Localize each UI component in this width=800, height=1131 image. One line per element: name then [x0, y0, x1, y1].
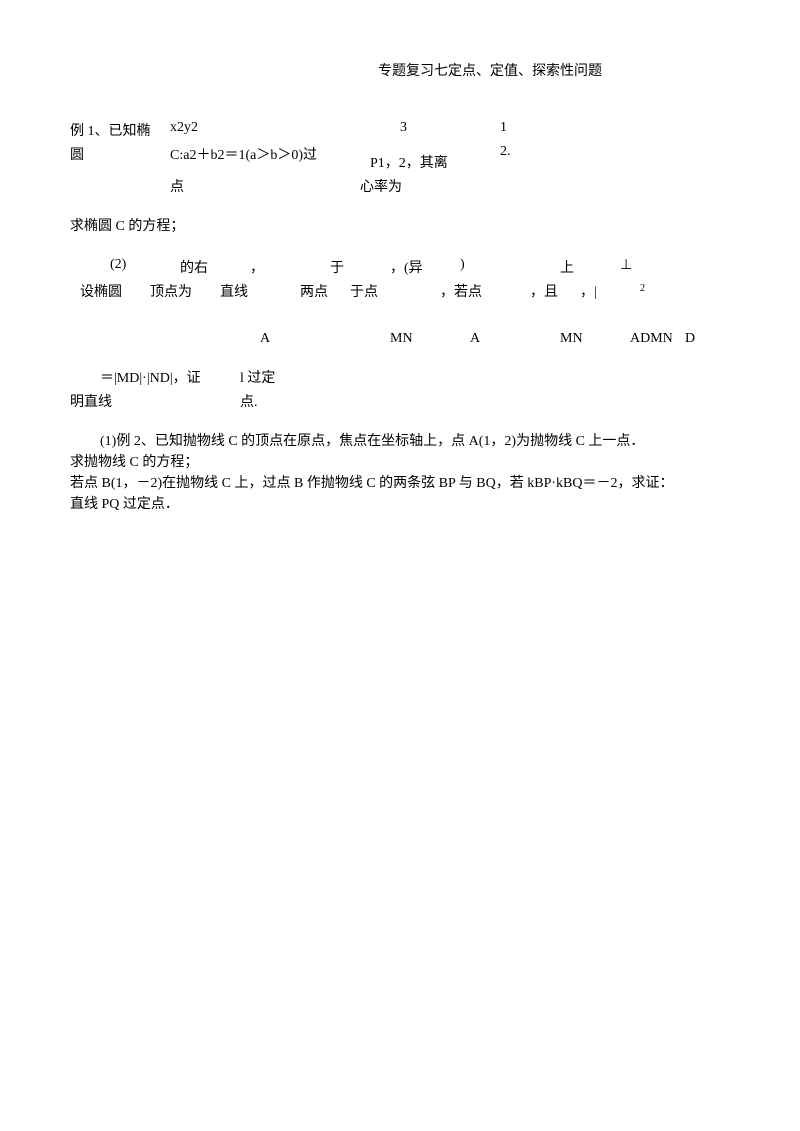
ex1-r3c1: 点 [170, 176, 360, 196]
ex1b-r1c7: 上 [560, 257, 620, 277]
ex1b-r2c3: 直线 [220, 281, 300, 301]
ex1b-r2c5: 于点 [350, 281, 440, 301]
ex1c-r2c2: 点. [240, 391, 258, 411]
ex2-l2: 求抛物线 C 的方程； [70, 452, 730, 473]
ex1-r1c3: 3 [400, 120, 500, 136]
ex1-r2c1: 圆 [70, 144, 170, 164]
ex1-row2: 圆 C:a2＋b2＝1(a＞b＞0)过 P1，2，其离 2. [70, 144, 730, 172]
ex1-r1c4: 1 [500, 120, 507, 136]
ex1b-r2c8: ，| [580, 281, 640, 301]
ex2-l3: 若点 B(1，－2)在抛物线 C 上，过点 B 作抛物线 C 的两条弦 BP 与… [70, 473, 730, 494]
ex1-r1c1: 例 1、已知椭 [70, 120, 170, 140]
ex1b-r1c4: 于 [330, 257, 390, 277]
ex1-r2c3: P1，2，其离 [370, 144, 500, 172]
ex1b-r2c9: 2 [640, 283, 645, 294]
ex1c-r1c2: l 过定 [240, 367, 275, 387]
ex1-r3c2: 心率为 [360, 176, 402, 196]
ex1b-r2c2: 顶点为 [150, 281, 220, 301]
ex1c-r2c1: 明直线 [70, 391, 240, 411]
page-title: 专题复习七定点、定值、探索性问题 [250, 60, 730, 80]
ex1b-r1c8: ⊥ [620, 257, 632, 274]
ex1b-r2c4: 两点 [300, 281, 350, 301]
ex1c-row2: 明直线 点. [70, 391, 730, 411]
ex1c-r1c1: ＝|MD|·|ND|，证 [100, 367, 240, 387]
amn-c2: MN [390, 331, 470, 347]
ex1b-r2c1: 设椭圆 [80, 281, 150, 301]
ex1-row3: 点 心率为 [70, 176, 730, 196]
ex1-r1c2: x2y2 [170, 120, 400, 136]
ex1-r2c2: C:a2＋b2＝1(a＞b＞0)过 [170, 144, 370, 164]
ex1b-r2c7: ，且 [530, 281, 580, 301]
amn-c3: A [470, 331, 560, 347]
ex1b-row2: 设椭圆 顶点为 直线 两点 于点 ，若点 ，且 ，| 2 [70, 281, 730, 301]
amn-c1: A [260, 331, 390, 347]
ex1b-r2c6: ，若点 [440, 281, 530, 301]
amn-c5: ADMN [630, 331, 685, 347]
ex1b-r1c2: 的右 [180, 257, 250, 277]
amn-c6: D [685, 331, 695, 347]
row-amn: A MN A MN ADMN D [70, 331, 730, 347]
ex1b-r1c6: ) [460, 257, 560, 273]
ex1c-row1: ＝|MD|·|ND|，证 l 过定 [70, 367, 730, 387]
ex1-row1: 例 1、已知椭 x2y2 3 1 [70, 120, 730, 140]
ex2-l4: 直线 PQ 过定点． [70, 494, 730, 515]
ex2-l1: (1)例 2、已知抛物线 C 的顶点在原点，焦点在坐标轴上，点 A(1，2)为抛… [100, 431, 730, 452]
line-eq-c: 求椭圆 C 的方程； [70, 216, 730, 237]
amn-c4: MN [560, 331, 630, 347]
ex1b-row1: (2) 的右 ， 于 ，(异 ) 上 ⊥ [70, 257, 730, 277]
ex1b-r1c1: (2) [110, 257, 180, 273]
ex1b-r1c5: ，(异 [390, 257, 460, 277]
document-page: 专题复习七定点、定值、探索性问题 例 1、已知椭 x2y2 3 1 圆 C:a2… [0, 0, 800, 555]
ex1-r2c4: 2. [500, 144, 511, 160]
ex1b-r1c3: ， [250, 257, 330, 277]
